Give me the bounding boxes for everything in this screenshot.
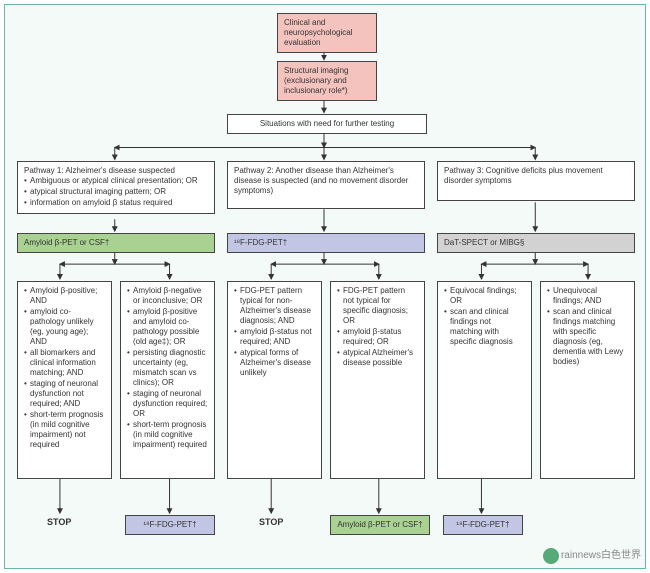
node-pathway2-header: Pathway 2: Another disease than Alzheime… — [227, 161, 425, 209]
stop-label: STOP — [47, 517, 71, 528]
watermark: rainnews白色世界 — [543, 548, 641, 564]
node-pathway2-next: Amyloid β-PET or CSF† — [330, 515, 430, 535]
result-list: FDG-PET pattern not typical for specific… — [337, 286, 418, 368]
list-item: amyloid β-status required; OR — [337, 327, 418, 347]
pathway-title: Pathway 1: Alzheimer's disease suspected — [24, 166, 208, 176]
list-item: short-term prognosis (in mild cognitive … — [24, 410, 105, 450]
pathway-title: Pathway 3: Cognitive deficits plus movem… — [444, 166, 603, 185]
node-pathway1-left: Amyloid β-positive; AND amyloid co-patho… — [17, 281, 112, 479]
list-item: Amyloid β-positive; AND — [24, 286, 105, 306]
node-pathway2-test: ¹⁸F-FDG-PET† — [227, 233, 425, 253]
next-label: Amyloid β-PET or CSF† — [337, 520, 422, 529]
node-pathway3-test: DaT-SPECT or MIBG§ — [437, 233, 635, 253]
result-list: Amyloid β-negative or inconclusive; OR a… — [127, 286, 208, 450]
result-list: Unequivocal findings; AND scan and clini… — [547, 286, 628, 367]
node-structural-imaging: Structural imaging (exclusionary and inc… — [277, 61, 377, 101]
list-item: Unequivocal findings; AND — [547, 286, 628, 306]
node-pathway3-left: Equivocal findings; OR scan and clinical… — [437, 281, 532, 479]
test-label: Amyloid β-PET or CSF† — [24, 238, 109, 247]
flowchart-container: Clinical and neuropsychological evaluati… — [4, 4, 646, 569]
result-list: Amyloid β-positive; AND amyloid co-patho… — [24, 286, 105, 450]
list-item: FDG-PET pattern typical for non-Alzheime… — [234, 286, 315, 326]
test-label: ¹⁸F-FDG-PET† — [234, 238, 287, 247]
node-pathway1-right: Amyloid β-negative or inconclusive; OR a… — [120, 281, 215, 479]
result-list: FDG-PET pattern typical for non-Alzheime… — [234, 286, 315, 378]
list-item: amyloid β-positive and amyloid co-pathol… — [127, 307, 208, 347]
node-clinical-eval: Clinical and neuropsychological evaluati… — [277, 13, 377, 53]
list-item: scan and clinical findings not matching … — [444, 307, 525, 347]
pathway-title: Pathway 2: Another disease than Alzheime… — [234, 166, 408, 195]
node-pathway3-next: ¹⁸F-FDG-PET† — [443, 515, 523, 535]
list-item: amyloid β-status not required; AND — [234, 327, 315, 347]
stop-label: STOP — [259, 517, 283, 528]
next-label: ¹⁸F-FDG-PET† — [143, 520, 196, 529]
list-item: scan and clinical findings matching with… — [547, 307, 628, 367]
node-situations: Situations with need for further testing — [227, 114, 427, 134]
list-item: Amyloid β-negative or inconclusive; OR — [127, 286, 208, 306]
list-item: FDG-PET pattern not typical for specific… — [337, 286, 418, 326]
list-item: all biomarkers and clinical information … — [24, 348, 105, 378]
node-pathway1-test: Amyloid β-PET or CSF† — [17, 233, 215, 253]
result-list: Equivocal findings; OR scan and clinical… — [444, 286, 525, 347]
node-text: Situations with need for further testing — [260, 119, 394, 128]
list-item: short-term prognosis (in mild cognitive … — [127, 420, 208, 450]
node-pathway2-left: FDG-PET pattern typical for non-Alzheime… — [227, 281, 322, 479]
next-label: ¹⁸F-FDG-PET† — [456, 520, 509, 529]
list-item: Equivocal findings; OR — [444, 286, 525, 306]
node-pathway3-right: Unequivocal findings; AND scan and clini… — [540, 281, 635, 479]
list-item: staging of neuronal dysfunction not requ… — [24, 379, 105, 409]
list-item: amyloid co-pathology unlikely (eg, young… — [24, 307, 105, 347]
test-label: DaT-SPECT or MIBG§ — [444, 238, 524, 247]
watermark-text: rainnews白色世界 — [561, 550, 641, 563]
node-pathway1-next: ¹⁸F-FDG-PET† — [125, 515, 215, 535]
list-item: Ambiguous or atypical clinical presentat… — [24, 176, 208, 186]
list-item: staging of neuronal dysfunction required… — [127, 389, 208, 419]
list-item: information on amyloid β status required — [24, 198, 208, 208]
list-item: atypical Alzheimer's disease possible — [337, 348, 418, 368]
watermark-logo-icon — [543, 548, 559, 564]
list-item: atypical forms of Alzheimer's disease un… — [234, 348, 315, 378]
node-pathway3-header: Pathway 3: Cognitive deficits plus movem… — [437, 161, 635, 201]
node-text: Structural imaging (exclusionary and inc… — [284, 66, 348, 95]
list-item: atypical structural imaging pattern; OR — [24, 187, 208, 197]
node-text: Clinical and neuropsychological evaluati… — [284, 18, 353, 47]
pathway1-criteria: Ambiguous or atypical clinical presentat… — [24, 176, 208, 208]
list-item: persisting diagnostic uncertainty (eg, m… — [127, 348, 208, 388]
node-pathway1-header: Pathway 1: Alzheimer's disease suspected… — [17, 161, 215, 214]
node-pathway2-right: FDG-PET pattern not typical for specific… — [330, 281, 425, 479]
